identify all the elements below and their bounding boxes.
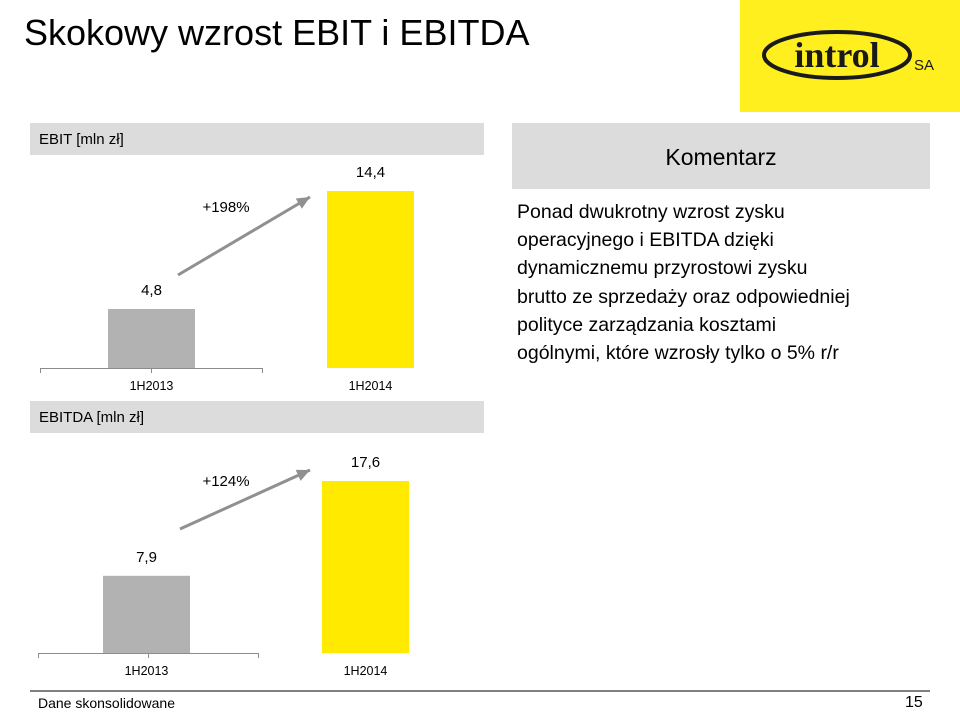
- svg-text:introl: introl: [794, 35, 879, 75]
- comment-header: Komentarz: [512, 123, 930, 189]
- ebitda-growth-arrow: [179, 468, 311, 531]
- comment-line: Ponad dwukrotny wzrost zysku: [517, 201, 785, 223]
- ebit-category-label: 1H2014: [349, 379, 393, 393]
- ebit-chart-title: EBIT [mln zł]: [30, 123, 484, 155]
- ebitda-chart-svg: 7,9 1H2013 17,6 1H2014 +124%: [38, 454, 409, 678]
- ebit-category-label: 1H2013: [130, 379, 174, 393]
- comment-line: dynamicznemu przyrostowi zysku: [517, 257, 808, 280]
- comment-line: polityce zarządzania kosztami: [517, 313, 777, 336]
- ebitda-bar-1h2013: [103, 575, 190, 653]
- ebitda-growth-arrowhead: [295, 469, 310, 481]
- footer-note: Dane skonsolidowane: [38, 695, 175, 711]
- ebit-growth-label: +198%: [202, 199, 249, 216]
- comment-line: operacyjnego i EBITDA dzięki: [517, 229, 774, 252]
- comment-body: Ponad dwukrotny wzrost zysku operacyjneg…: [517, 198, 929, 367]
- ebitda-bar-1h2014: [322, 481, 409, 653]
- ebitda-category-label: 1H2014: [344, 664, 388, 678]
- ebitda-value-label: 7,9: [136, 549, 157, 566]
- ebit-value-label: 14,4: [356, 164, 385, 181]
- page-title: Skokowy wzrost EBIT i EBITDA: [24, 12, 530, 53]
- ebit-value-label: 4,8: [141, 282, 162, 299]
- ebitda-category-label: 1H2013: [125, 664, 169, 678]
- introl-logo-icon: introl SA: [762, 30, 934, 80]
- ebit-bar-1h2014: [327, 191, 414, 368]
- ebitda-chart-title: EBITDA [mln zł]: [30, 401, 484, 433]
- ebitda-value-label: 17,6: [351, 454, 380, 471]
- ebitda-growth-label: +124%: [202, 473, 249, 490]
- company-logo: introl SA: [740, 0, 960, 112]
- page-number: 15: [905, 694, 923, 711]
- svg-text:SA: SA: [914, 57, 934, 74]
- ebit-chart-svg: 4,8 1H2013 14,4 1H2014 +198%: [40, 164, 414, 393]
- comment-line: ogólnymi, które wzrosły tylko o 5% r/r: [517, 341, 839, 364]
- ebit-chart: 4,8 1H2013 14,4 1H2014 +198%: [30, 155, 484, 400]
- ebitda-chart: 7,9 1H2013 17,6 1H2014 +124%: [30, 433, 484, 683]
- ebit-bar-1h2013: [108, 309, 195, 368]
- footer-divider: [30, 690, 930, 692]
- comment-line: brutto ze sprzedaży oraz odpowiedniej: [517, 285, 850, 308]
- ebit-growth-arrow: [177, 195, 311, 277]
- ebit-growth-arrowhead: [295, 197, 310, 209]
